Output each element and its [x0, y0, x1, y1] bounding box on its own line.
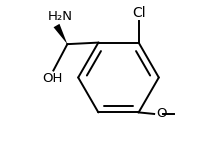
Text: O: O [157, 107, 167, 120]
Text: H₂N: H₂N [48, 10, 73, 23]
Text: OH: OH [42, 72, 63, 85]
Text: Cl: Cl [132, 6, 145, 20]
Polygon shape [54, 24, 67, 44]
